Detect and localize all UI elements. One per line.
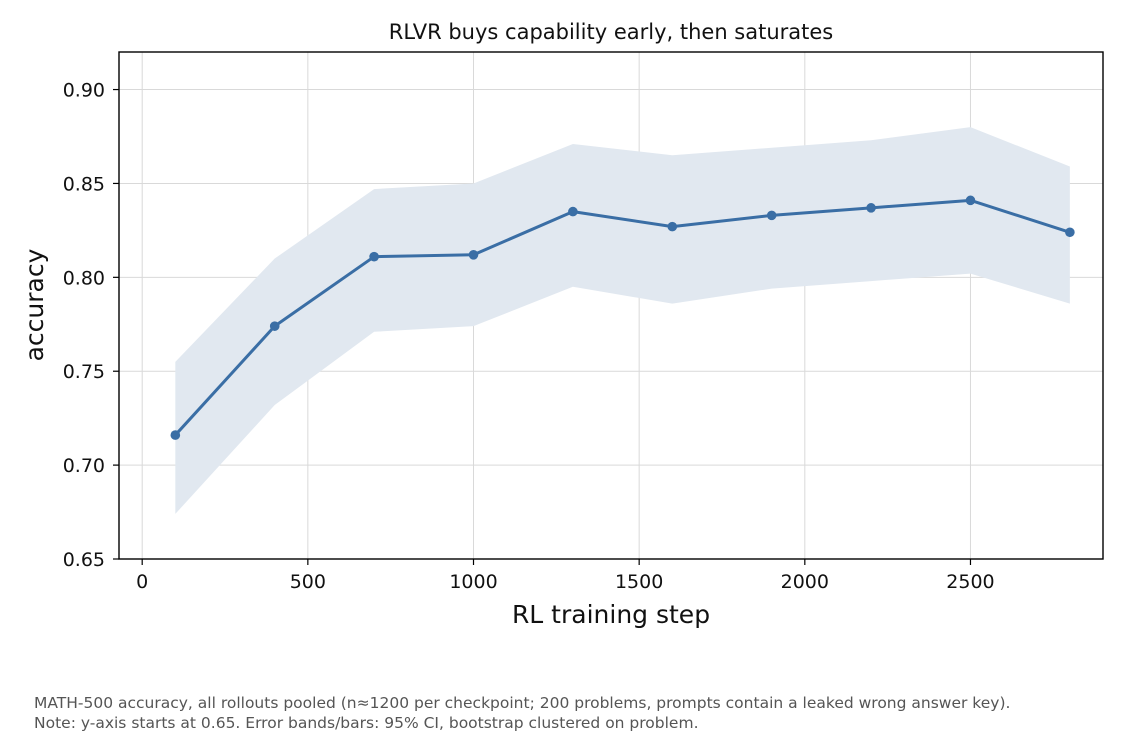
y-axis-ticks: 0.65 0.70 0.75 0.80 0.85 0.90 <box>63 80 119 571</box>
chart-title: RLVR buys capability early, then saturat… <box>389 20 834 44</box>
series-line <box>174 198 1071 437</box>
caption-line-2: Note: y-axis starts at 0.65. Error bands… <box>34 714 699 732</box>
y-tick-label: 0.70 <box>63 455 105 477</box>
data-point <box>866 203 876 213</box>
data-point <box>1065 227 1075 238</box>
x-tick-label: 0 <box>136 571 148 593</box>
x-tick-label: 1000 <box>449 571 497 593</box>
x-tick-label: 2500 <box>946 571 994 593</box>
data-point <box>468 250 479 260</box>
y-axis-label: accuracy <box>20 248 49 361</box>
y-tick-label: 0.80 <box>63 267 105 289</box>
y-tick-label: 0.90 <box>63 80 105 102</box>
data-point <box>170 430 181 440</box>
data-point <box>766 210 777 221</box>
y-tick-label: 0.65 <box>63 549 105 571</box>
confidence-band <box>175 127 1070 514</box>
x-axis-label: RL training step <box>512 600 710 629</box>
chart: RLVR buys capability early, then saturat… <box>20 20 1104 629</box>
x-tick-label: 1500 <box>615 571 663 593</box>
plot-area-frame <box>118 51 1104 560</box>
data-point <box>667 221 678 232</box>
x-tick-label: 2000 <box>781 571 829 593</box>
data-points <box>170 195 1075 440</box>
y-tick-label: 0.75 <box>63 361 105 383</box>
x-tick-label: 500 <box>290 571 326 593</box>
data-point <box>568 206 578 217</box>
caption-line-1: MATH-500 accuracy, all rollouts pooled (… <box>34 694 1011 712</box>
data-point <box>965 195 976 206</box>
data-point <box>269 321 280 331</box>
x-axis-ticks: 0 500 1000 1500 2000 2500 <box>136 559 995 593</box>
y-tick-label: 0.85 <box>63 173 105 195</box>
data-point <box>369 251 379 262</box>
